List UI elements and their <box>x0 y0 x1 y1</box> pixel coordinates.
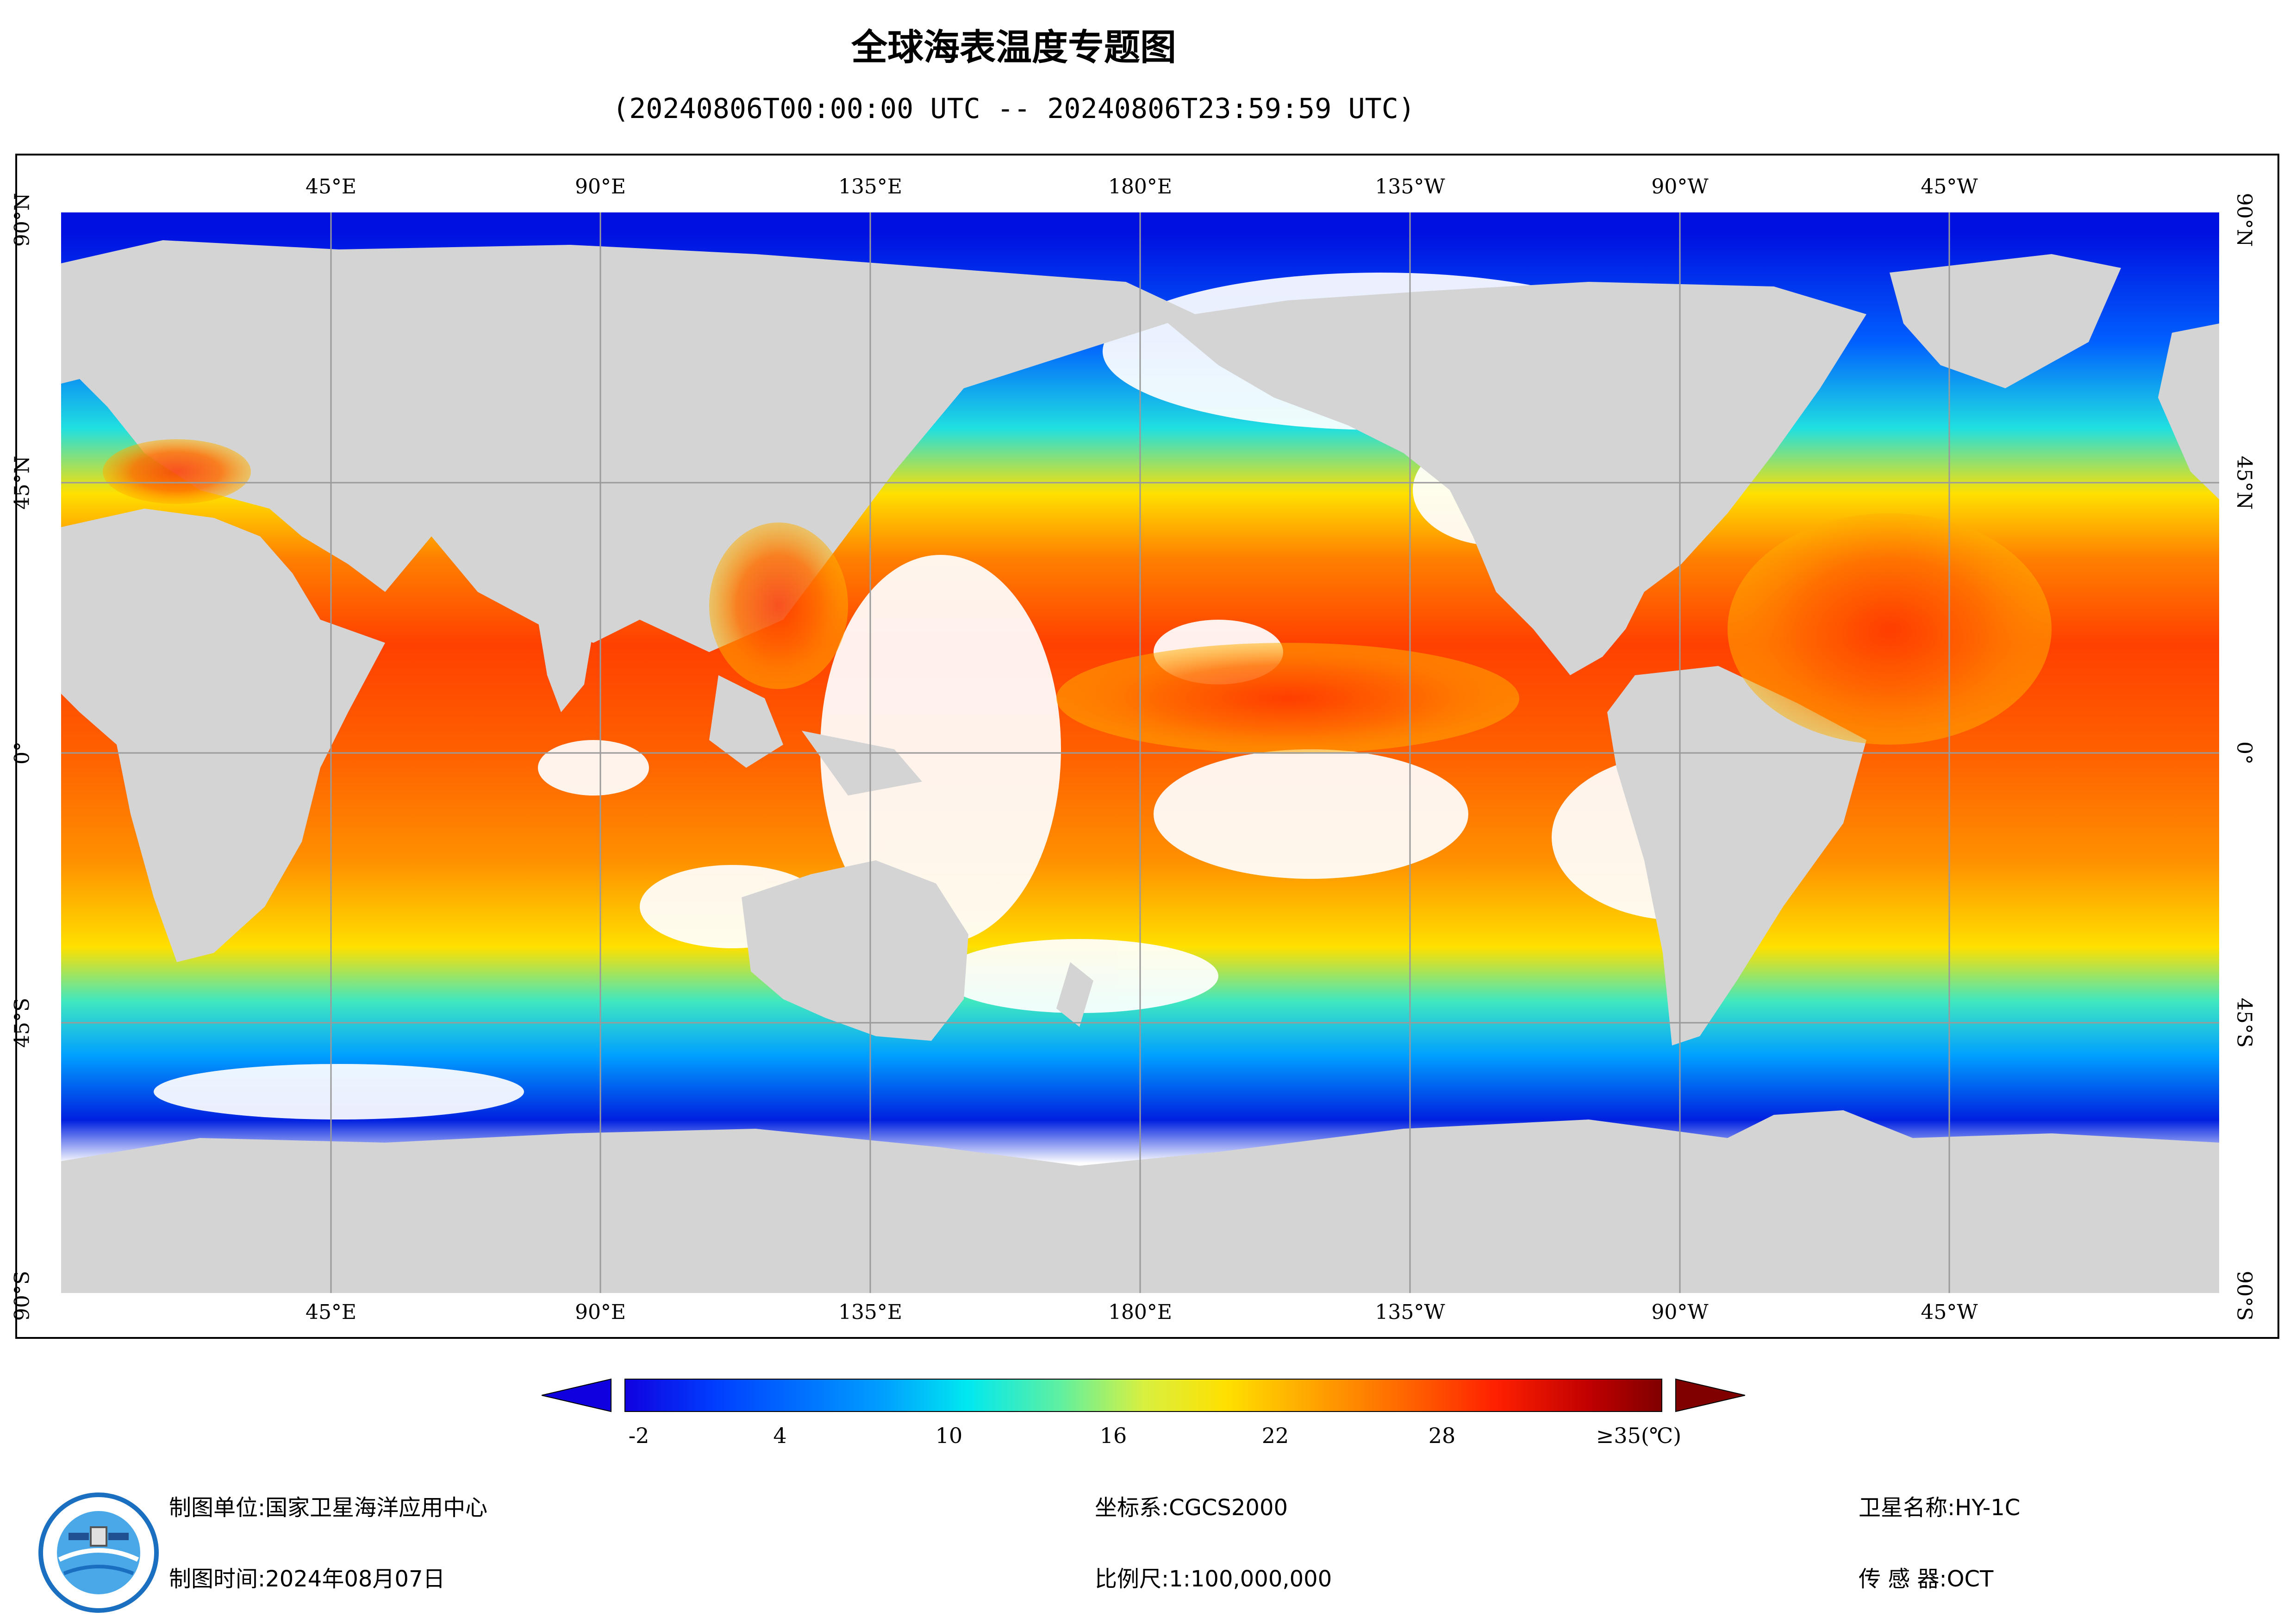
colorbar-label-neg2: -2 <box>628 1423 649 1448</box>
land-indonesia <box>709 675 922 796</box>
lon-label-top-135e: 135°E <box>838 175 903 199</box>
lon-label-bottom-90w: 90°W <box>1651 1300 1709 1324</box>
colorbar-label-16: 16 <box>1099 1423 1127 1448</box>
sst-map <box>61 212 2219 1293</box>
land-india <box>538 620 593 712</box>
map-scale: 比例尺:1:100,000,000 <box>1095 1566 1332 1592</box>
lat-label-left-0: 0° <box>10 741 34 765</box>
colorbar <box>542 1378 1745 1412</box>
colorbar-label-28: 28 <box>1428 1423 1456 1448</box>
colorbar-label-22: 22 <box>1261 1423 1289 1448</box>
lat-label-left-90s: 90°S <box>10 1270 34 1321</box>
map-title: 全球海表温度专题图 <box>851 27 1176 68</box>
lat-label-left-45n: 45°N <box>10 455 34 510</box>
map-frame <box>15 154 2279 1339</box>
colorbar-label-35: ≥35(℃) <box>1596 1423 1682 1448</box>
warm-pools <box>103 439 2052 754</box>
graticule <box>61 212 2219 1293</box>
nsoas-logo-icon <box>38 1492 159 1613</box>
land-south-america <box>1607 666 1866 1045</box>
lat-label-right-45n: 45°N <box>2232 455 2256 510</box>
lon-label-bottom-135e: 135°E <box>838 1300 903 1324</box>
lon-label-top-135w: 135°W <box>1375 175 1445 199</box>
lon-label-top-90e: 90°E <box>574 175 626 199</box>
land-new-zealand <box>1056 962 1093 1027</box>
lat-label-right-90n: 90°N <box>2232 193 2256 247</box>
lon-label-bottom-45e: 45°E <box>305 1300 357 1324</box>
colorbar-ramp <box>624 1379 1662 1412</box>
land-eurasia <box>61 240 1195 652</box>
colorbar-max-arrow <box>1675 1378 1745 1412</box>
lat-label-left-45s: 45°S <box>10 997 34 1048</box>
lat-label-right-0: 0° <box>2232 741 2256 765</box>
colorbar-min-arrow <box>542 1378 611 1412</box>
sensor-name: 传 感 器:OCT <box>1859 1566 1994 1592</box>
map-date: 制图时间:2024年08月07日 <box>169 1566 445 1592</box>
land-north-america <box>1163 282 1866 675</box>
coordinate-system: 坐标系:CGCS2000 <box>1095 1495 1288 1521</box>
satellite-name: 卫星名称:HY-1C <box>1859 1495 2021 1521</box>
land-africa <box>61 509 385 962</box>
lat-label-left-90n: 90°N <box>10 193 34 247</box>
lon-label-bottom-90e: 90°E <box>574 1300 626 1324</box>
lon-label-top-45w: 45°W <box>1921 175 1978 199</box>
lon-label-top-180e: 180°E <box>1108 175 1173 199</box>
lon-label-bottom-135w: 135°W <box>1375 1300 1445 1324</box>
colorbar-label-4: 4 <box>773 1423 787 1448</box>
lon-label-bottom-45w: 45°W <box>1921 1300 1978 1324</box>
land-greenland <box>1890 254 2121 388</box>
time-range: (20240806T00:00:00 UTC -- 20240806T23:59… <box>612 93 1415 125</box>
lat-label-right-45s: 45°S <box>2232 997 2256 1048</box>
lon-label-bottom-180e: 180°E <box>1108 1300 1173 1324</box>
lat-label-right-90s: 90°S <box>2232 1270 2256 1321</box>
land-australia <box>742 860 968 1041</box>
colorbar-label-10: 10 <box>935 1423 963 1448</box>
land-europe-west <box>2158 323 2219 499</box>
lon-label-top-90w: 90°W <box>1651 175 1709 199</box>
lon-label-top-45e: 45°E <box>305 175 357 199</box>
map-unit: 制图单位:国家卫星海洋应用中心 <box>169 1495 488 1521</box>
